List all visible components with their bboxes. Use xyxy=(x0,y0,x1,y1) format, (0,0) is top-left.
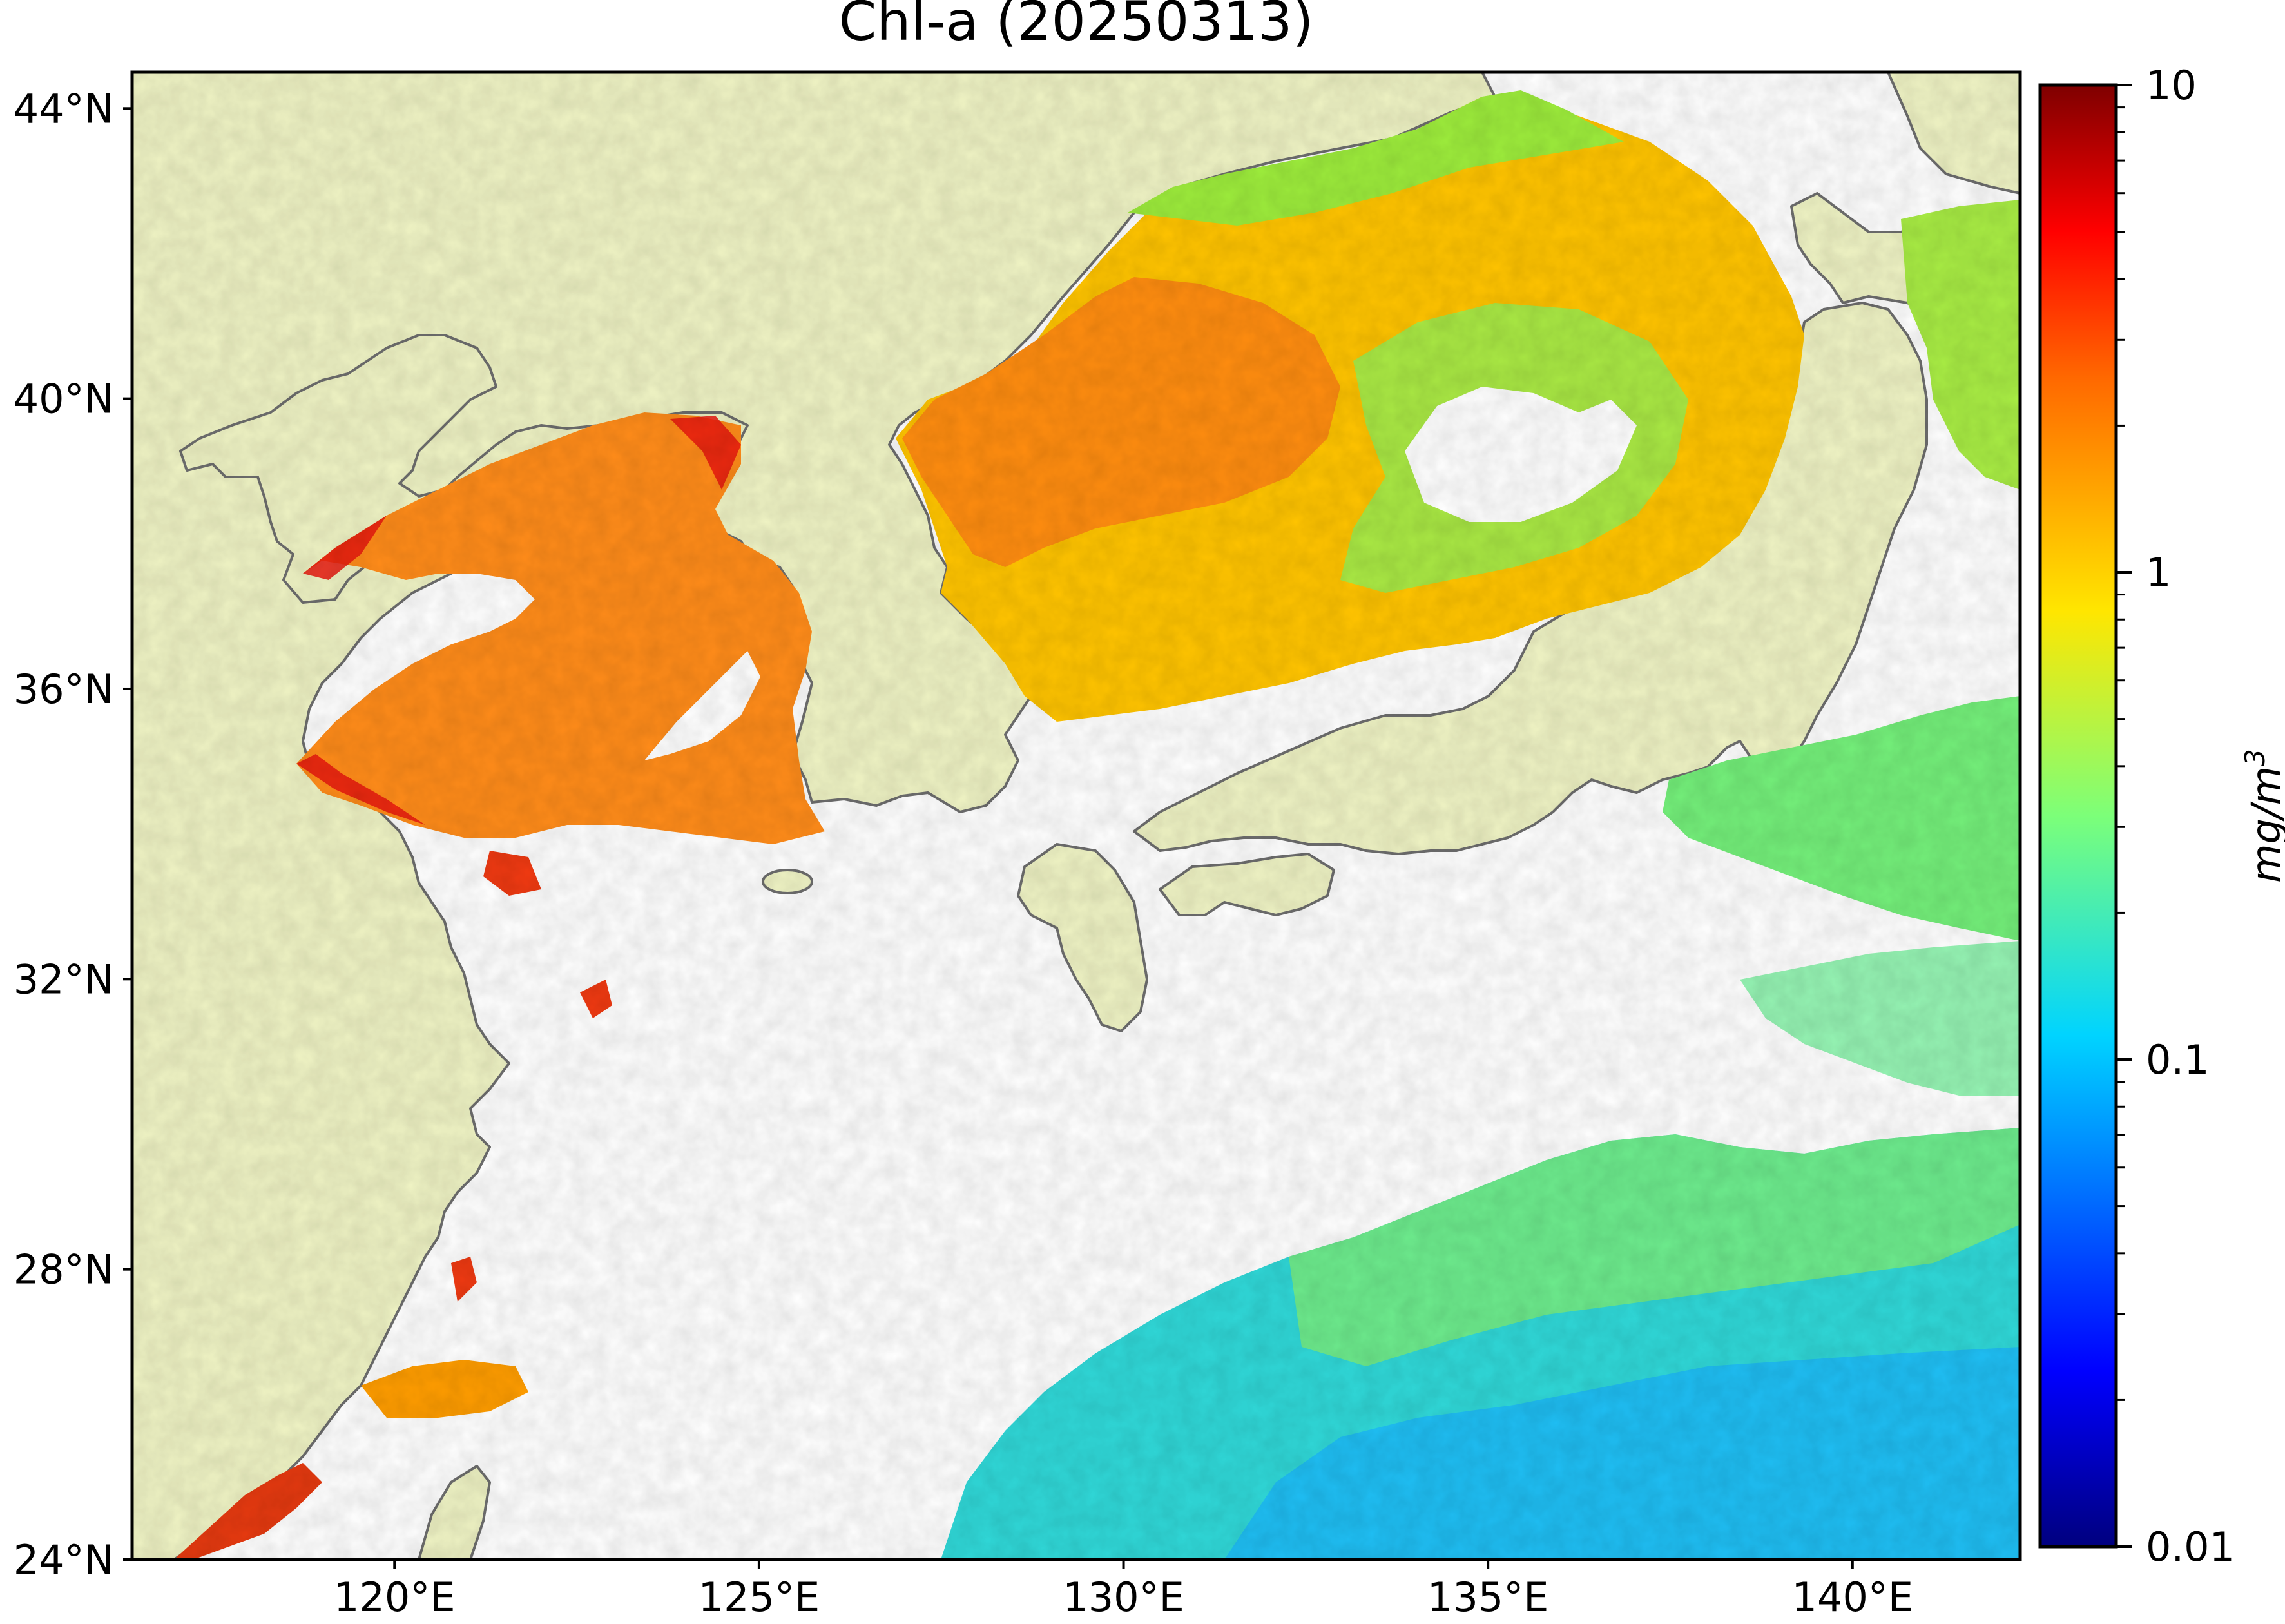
colorbar-tick-label: 10 xyxy=(2146,62,2197,109)
lon-tick-label: 140°E xyxy=(1792,1574,1914,1621)
chlorophyll-data-layer xyxy=(132,72,2020,1560)
colorbar-tick-label: 0.1 xyxy=(2146,1036,2210,1083)
map-title: Chl-a (20250313) xyxy=(839,0,1314,53)
colorbar-ticks: 10 1 0.1 0.01 xyxy=(2116,62,2235,1571)
colorbar-gradient xyxy=(2038,83,2118,1549)
latitude-axis: 44°N 40°N 36°N 32°N 28°N 24°N xyxy=(14,85,132,1583)
lat-tick-label: 32°N xyxy=(14,956,114,1003)
lon-tick-label: 125°E xyxy=(699,1574,820,1621)
map-frame xyxy=(130,70,2022,1561)
lon-tick-label: 120°E xyxy=(334,1574,456,1621)
colorbar: 10 1 0.1 0.01 mg/m3 xyxy=(2038,62,2285,1571)
lon-tick-label: 130°E xyxy=(1063,1574,1184,1621)
colorbar-tick-label: 1 xyxy=(2146,549,2171,596)
lat-tick-label: 24°N xyxy=(14,1536,114,1583)
lat-tick-label: 36°N xyxy=(14,666,114,713)
colorbar-unit-superscript: 3 xyxy=(2239,749,2271,766)
map-panel xyxy=(132,72,2020,1560)
longitude-axis: 120°E 125°E 130°E 135°E 140°E xyxy=(334,1560,1913,1621)
lon-tick-label: 135°E xyxy=(1427,1574,1549,1621)
chl-texture xyxy=(132,72,2020,1560)
lat-tick-label: 40°N xyxy=(14,376,114,423)
lat-tick-label: 28°N xyxy=(14,1246,114,1293)
colorbar-tick-label: 0.01 xyxy=(2146,1523,2235,1571)
colorbar-unit: mg/m xyxy=(2242,766,2285,883)
colorbar-label: mg/m3 xyxy=(2239,749,2285,883)
lat-tick-label: 44°N xyxy=(14,85,114,132)
